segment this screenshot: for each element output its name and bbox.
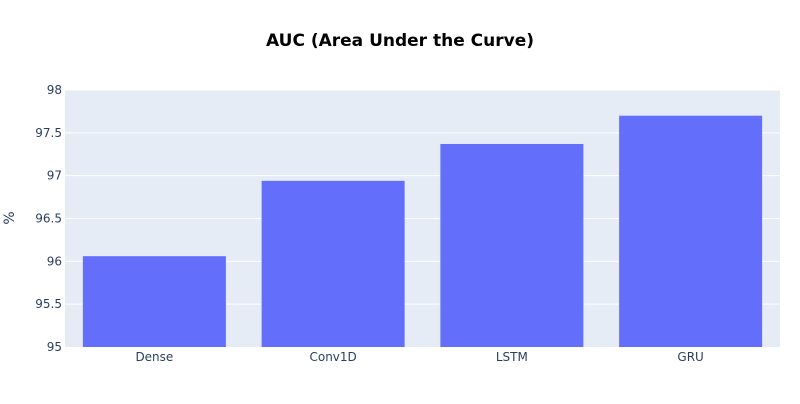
bar-gru[interactable] [619,115,763,347]
y-tick-label: 96 [47,254,62,268]
x-tick-label: Dense [135,350,173,364]
bars [82,115,763,347]
y-tick-label: 97.5 [35,126,62,140]
bar-lstm[interactable] [440,143,584,347]
x-tick-label: Conv1D [309,350,356,364]
chart-title: AUC (Area Under the Curve) [266,31,534,51]
y-tick-label: 95.5 [35,297,62,311]
y-axis-title: % [2,211,18,224]
bar-dense[interactable] [82,256,226,347]
y-tick-label: 95 [47,340,62,354]
bar-conv1d[interactable] [261,180,405,347]
y-tick-label: 98 [47,83,62,97]
x-tick-label: LSTM [496,350,528,364]
y-tick-label: 97 [47,169,62,183]
y-tick-label: 96.5 [35,212,62,226]
x-tick-label: GRU [677,350,703,364]
x-axis-ticks: Dense Conv1D LSTM GRU [135,350,703,364]
y-axis-ticks: 95 95.5 96 96.5 97 97.5 98 [35,83,62,354]
